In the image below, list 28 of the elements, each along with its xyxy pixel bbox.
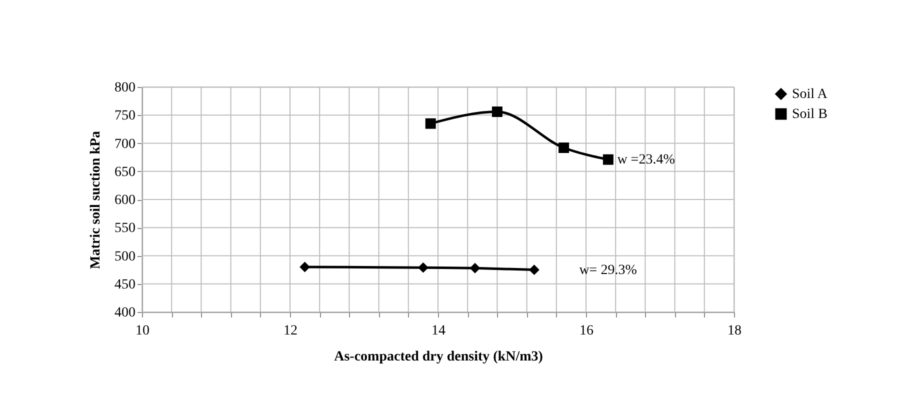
- x-axis-title: As-compacted dry density (kN/m3): [334, 350, 544, 364]
- x-tick-label: 18: [728, 324, 742, 338]
- y-tick-label: 450: [114, 277, 136, 292]
- y-tick-label: 500: [114, 249, 136, 264]
- x-tick-label: 12: [284, 324, 298, 338]
- x-tick-label: 14: [432, 324, 446, 338]
- point: [528, 264, 540, 276]
- x-tick-label: 10: [136, 324, 150, 338]
- y-tick-label: 700: [114, 136, 136, 152]
- y-tick-label: 400: [114, 306, 136, 320]
- point: [470, 262, 480, 274]
- point: [300, 262, 310, 272]
- y-tick-label: 650: [114, 164, 136, 180]
- y-tick-label: 800: [114, 80, 136, 96]
- point: [418, 262, 428, 273]
- y-tick-label: 600: [114, 193, 136, 208]
- legend-label: Soil A: [792, 87, 828, 102]
- y-tick-label: 750: [114, 108, 136, 124]
- y-axis-title: Matric soil suction kPa: [88, 130, 104, 270]
- point: [602, 154, 614, 165]
- annotation: w= 29.3%: [579, 262, 638, 278]
- point: [425, 118, 436, 129]
- legend-label: Soil B: [792, 107, 828, 122]
- y-tick-label: 550: [114, 221, 136, 236]
- point: [558, 142, 570, 153]
- x-tick-label: 16: [580, 324, 594, 338]
- annotation: w =23.4%: [617, 152, 676, 168]
- point: [492, 106, 502, 117]
